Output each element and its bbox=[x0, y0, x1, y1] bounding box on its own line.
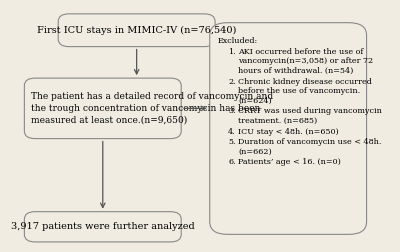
Text: treatment. (n=685): treatment. (n=685) bbox=[238, 117, 318, 125]
Text: First ICU stays in MIMIC-IV (n=76,540): First ICU stays in MIMIC-IV (n=76,540) bbox=[37, 26, 236, 35]
Text: before the use of vancomycin.: before the use of vancomycin. bbox=[238, 87, 360, 95]
Text: (n=662): (n=662) bbox=[238, 148, 272, 156]
Text: vancomycin(n=3,058) or after 72: vancomycin(n=3,058) or after 72 bbox=[238, 57, 373, 66]
Text: ICU stay < 48h. (n=650): ICU stay < 48h. (n=650) bbox=[238, 128, 339, 136]
Text: AKI occurred before the use of: AKI occurred before the use of bbox=[238, 48, 364, 56]
Text: Duration of vancomycin use < 48h.: Duration of vancomycin use < 48h. bbox=[238, 138, 382, 146]
Text: 1.: 1. bbox=[228, 48, 236, 56]
Text: Patients’ age < 16. (n=0): Patients’ age < 16. (n=0) bbox=[238, 158, 341, 166]
Text: 3.: 3. bbox=[228, 107, 236, 115]
FancyBboxPatch shape bbox=[58, 14, 215, 47]
FancyBboxPatch shape bbox=[24, 212, 181, 242]
FancyBboxPatch shape bbox=[210, 23, 366, 234]
Text: 3,917 patients were further analyzed: 3,917 patients were further analyzed bbox=[11, 222, 195, 231]
Text: Chronic kidney disease occurred: Chronic kidney disease occurred bbox=[238, 78, 372, 86]
Text: 5.: 5. bbox=[228, 138, 236, 146]
FancyBboxPatch shape bbox=[24, 78, 181, 139]
Text: CRRT was used during vancomycin: CRRT was used during vancomycin bbox=[238, 107, 382, 115]
Text: The patient has a detailed record of vancomycin and
the trough concentration of : The patient has a detailed record of van… bbox=[31, 92, 273, 125]
Text: 2.: 2. bbox=[228, 78, 236, 86]
Text: (n=624): (n=624) bbox=[238, 97, 272, 105]
Text: Excluded:: Excluded: bbox=[218, 37, 258, 45]
Text: hours of withdrawal. (n=54): hours of withdrawal. (n=54) bbox=[238, 67, 354, 75]
Text: 4.: 4. bbox=[228, 128, 236, 136]
Text: 6.: 6. bbox=[228, 158, 236, 166]
